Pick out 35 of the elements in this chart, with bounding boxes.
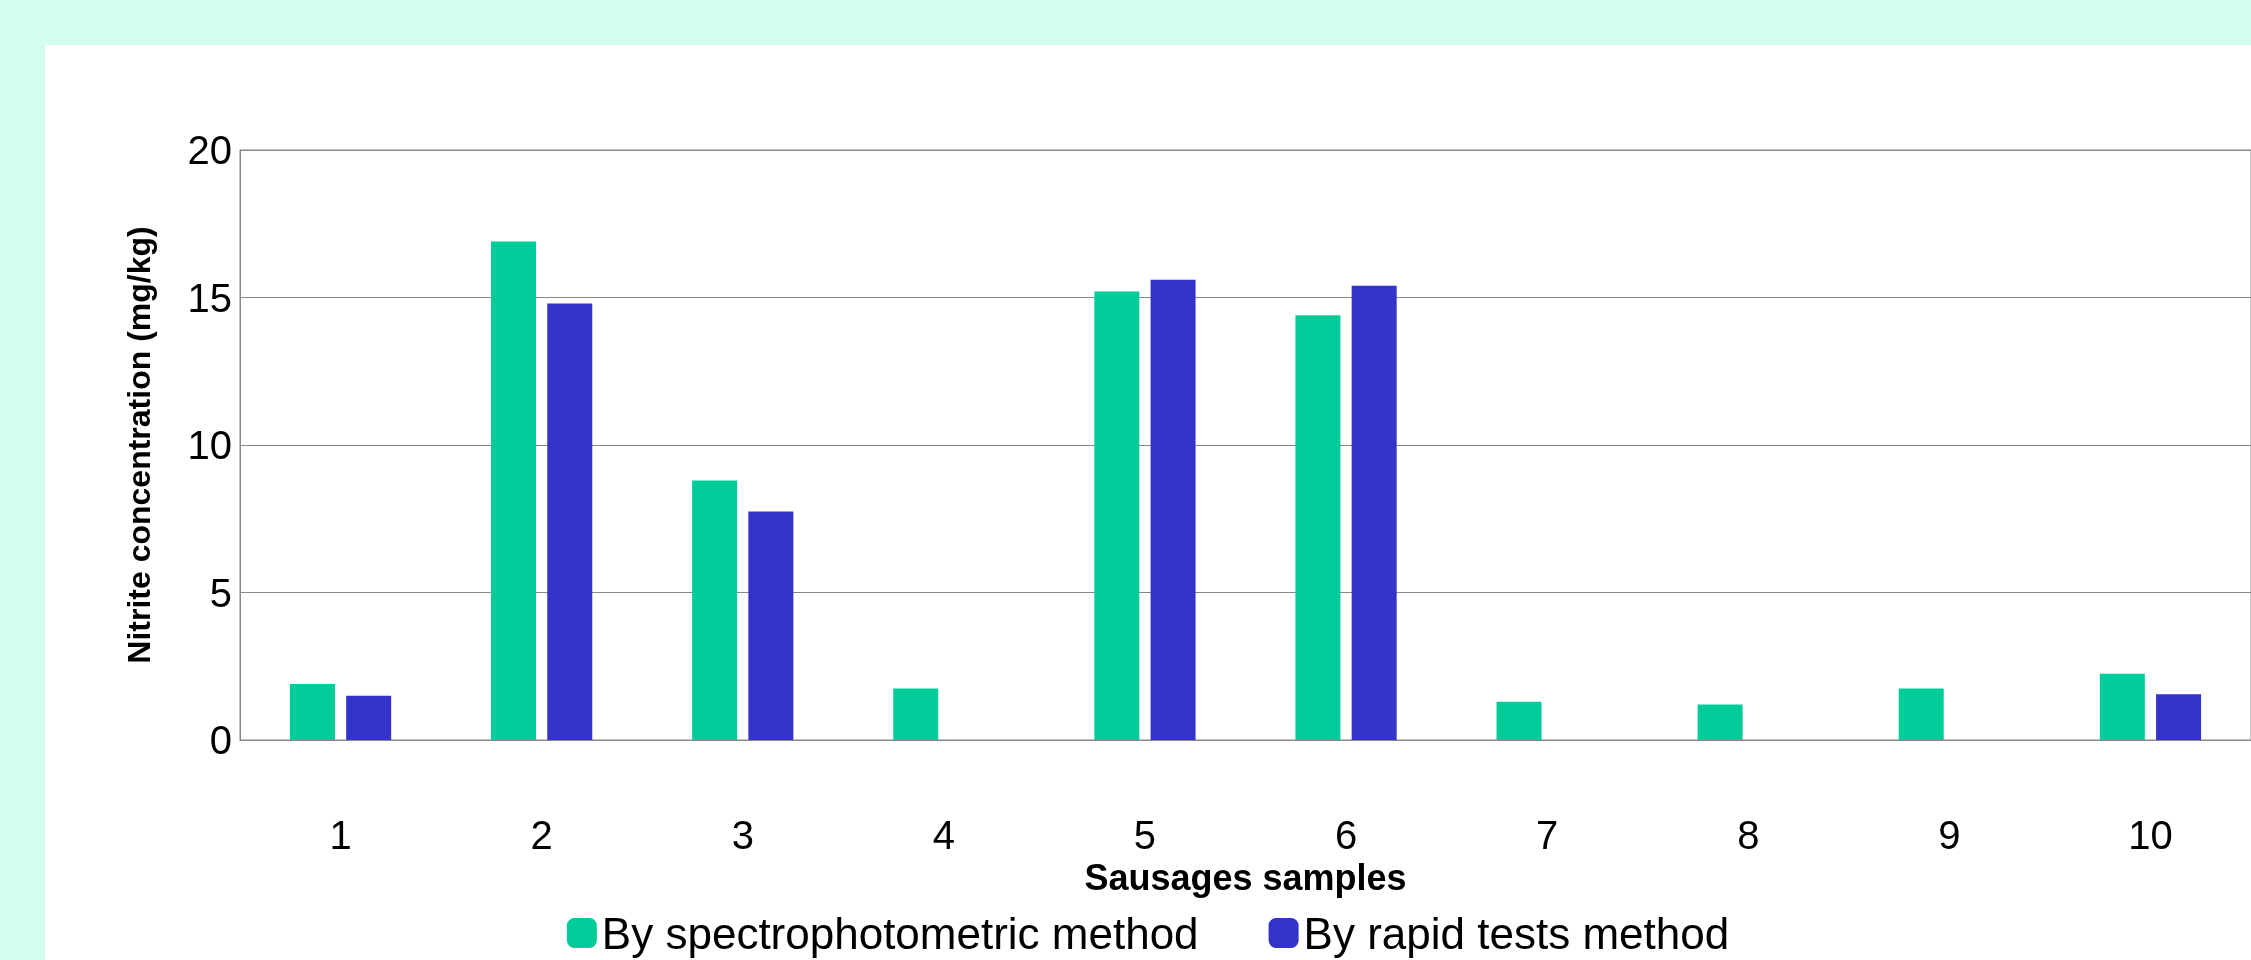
- legend-label: By rapid tests method: [1303, 908, 1730, 958]
- bar: [289, 683, 335, 740]
- x-tick-label: 7: [1536, 813, 1559, 857]
- bar: [346, 695, 392, 740]
- bar: [1898, 688, 1944, 740]
- bar: [1150, 279, 1196, 740]
- x-tick-label: 9: [1938, 813, 1961, 857]
- x-axis-title: Sausages samples: [1084, 857, 1407, 899]
- y-axis-title: Nitrite concentration (mg/kg): [121, 226, 157, 664]
- x-tick-label: 3: [731, 813, 754, 857]
- x-tick-label: 4: [932, 813, 955, 857]
- y-tick-label: 5: [209, 570, 232, 615]
- x-tick-label: 8: [1737, 813, 1760, 857]
- x-tick-label: 6: [1334, 813, 1358, 857]
- y-tick-label: 0: [209, 718, 232, 762]
- y-tick-label: 10: [187, 423, 232, 467]
- x-tick-label: 10: [2128, 813, 2173, 857]
- bar: [1351, 285, 1397, 740]
- bar: [692, 480, 738, 740]
- x-tick-label: 5: [1133, 813, 1157, 857]
- bar: [1697, 704, 1743, 740]
- x-tick-label: 1: [329, 813, 352, 857]
- bar: [491, 241, 537, 740]
- bar: [2156, 694, 2202, 740]
- y-tick-label: 20: [187, 128, 232, 172]
- bar: [2099, 673, 2145, 740]
- bar: [893, 688, 939, 740]
- x-tick-label: 2: [530, 813, 553, 857]
- legend-label: By spectrophotometric method: [601, 908, 1199, 958]
- y-tick-label: 15: [187, 275, 232, 320]
- bar: [1094, 291, 1140, 740]
- bar: [748, 511, 794, 740]
- bar: [1496, 701, 1542, 740]
- bar: [1295, 315, 1341, 740]
- bar: [547, 303, 593, 740]
